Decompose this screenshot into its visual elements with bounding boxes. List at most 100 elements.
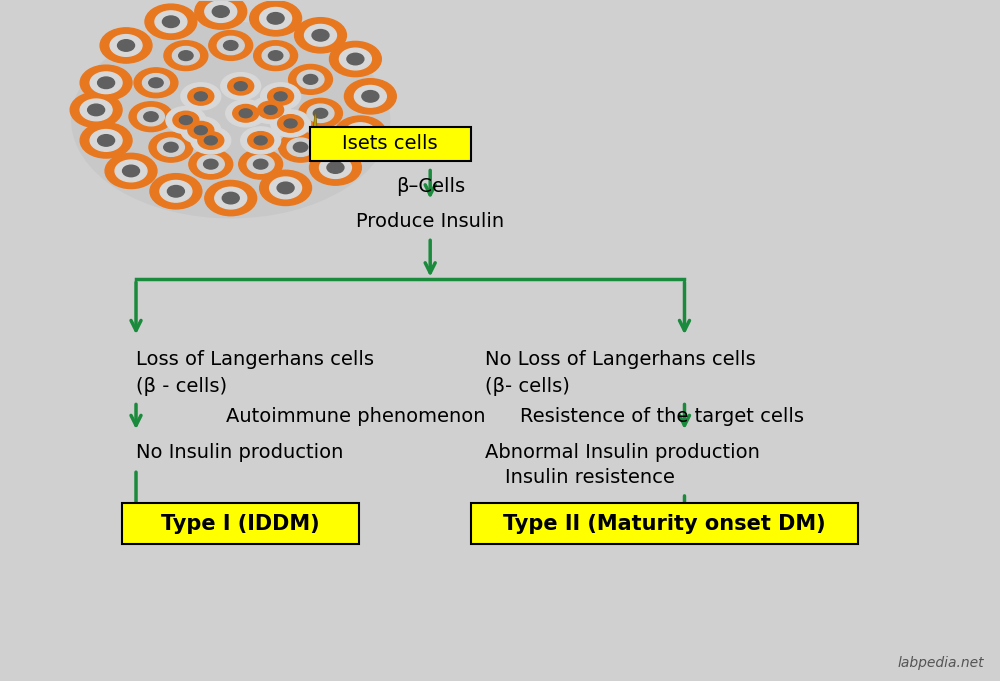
Text: β–Cells: β–Cells [396,177,465,196]
Circle shape [195,0,247,29]
Circle shape [233,104,259,122]
Circle shape [313,108,328,118]
Circle shape [344,79,396,114]
Circle shape [268,88,294,105]
Circle shape [204,159,218,169]
Circle shape [160,180,192,202]
Circle shape [307,104,334,123]
Circle shape [271,110,311,137]
Circle shape [254,136,267,145]
Circle shape [118,39,135,51]
Text: Insulin resistence: Insulin resistence [505,468,675,487]
Text: Loss of Langerhans cells: Loss of Langerhans cells [136,350,374,369]
Circle shape [188,88,214,105]
FancyBboxPatch shape [122,503,359,544]
Circle shape [90,72,122,93]
Circle shape [205,180,257,216]
Circle shape [312,29,329,41]
Circle shape [222,192,239,204]
Circle shape [260,7,292,29]
Circle shape [228,78,254,95]
Circle shape [264,106,277,114]
Circle shape [215,187,247,209]
Text: Type I (IDDM): Type I (IDDM) [161,513,320,534]
Circle shape [204,136,217,145]
Circle shape [98,77,115,89]
Circle shape [150,174,202,209]
Circle shape [164,142,178,152]
Circle shape [234,82,247,91]
Text: No Loss of Langerhans cells: No Loss of Langerhans cells [485,350,756,369]
Circle shape [278,114,304,132]
Circle shape [226,99,266,127]
Circle shape [327,162,344,174]
Circle shape [254,41,298,71]
Circle shape [217,36,244,54]
Circle shape [241,127,281,154]
Circle shape [88,104,105,116]
Circle shape [80,123,132,158]
Circle shape [70,92,122,127]
Circle shape [362,91,379,102]
Circle shape [262,46,289,65]
Circle shape [253,159,268,169]
Circle shape [179,51,193,61]
Circle shape [212,6,229,17]
Text: (β- cells): (β- cells) [485,377,570,396]
Circle shape [239,109,252,118]
Circle shape [354,86,386,107]
Circle shape [310,150,361,185]
Circle shape [197,155,224,174]
Circle shape [303,74,318,84]
Circle shape [189,149,233,179]
Circle shape [352,128,369,140]
Circle shape [250,1,302,36]
Text: Resistence of the target cells: Resistence of the target cells [520,407,804,426]
Circle shape [274,92,287,101]
Circle shape [179,116,192,125]
Circle shape [191,127,231,154]
Circle shape [134,68,178,97]
Circle shape [329,42,381,77]
Circle shape [138,108,164,126]
Circle shape [181,83,221,110]
Circle shape [166,106,206,133]
Circle shape [258,101,284,118]
Circle shape [100,28,152,63]
Circle shape [284,119,297,128]
Circle shape [247,155,274,174]
Circle shape [334,116,386,151]
Circle shape [164,41,208,71]
Circle shape [144,112,158,122]
Circle shape [98,135,115,146]
Circle shape [90,129,122,151]
FancyBboxPatch shape [310,127,471,161]
Circle shape [149,132,193,162]
Circle shape [194,92,207,101]
Circle shape [261,83,301,110]
Circle shape [268,51,283,61]
Circle shape [320,157,351,178]
Circle shape [157,138,184,157]
Circle shape [173,111,199,129]
Circle shape [129,101,173,131]
Circle shape [149,78,163,88]
Circle shape [248,131,274,149]
Circle shape [142,74,169,92]
Circle shape [145,4,197,39]
Circle shape [270,177,302,199]
Circle shape [239,149,283,179]
Circle shape [105,153,157,189]
Ellipse shape [71,22,390,219]
Circle shape [299,98,342,128]
Circle shape [339,48,371,70]
Circle shape [172,46,199,65]
Circle shape [279,132,322,162]
Text: No Insulin production: No Insulin production [136,443,343,462]
Circle shape [289,65,332,94]
Circle shape [224,41,238,50]
Circle shape [277,182,294,193]
Circle shape [221,73,261,99]
Text: labpedia.net: labpedia.net [897,656,984,669]
Circle shape [198,131,224,149]
